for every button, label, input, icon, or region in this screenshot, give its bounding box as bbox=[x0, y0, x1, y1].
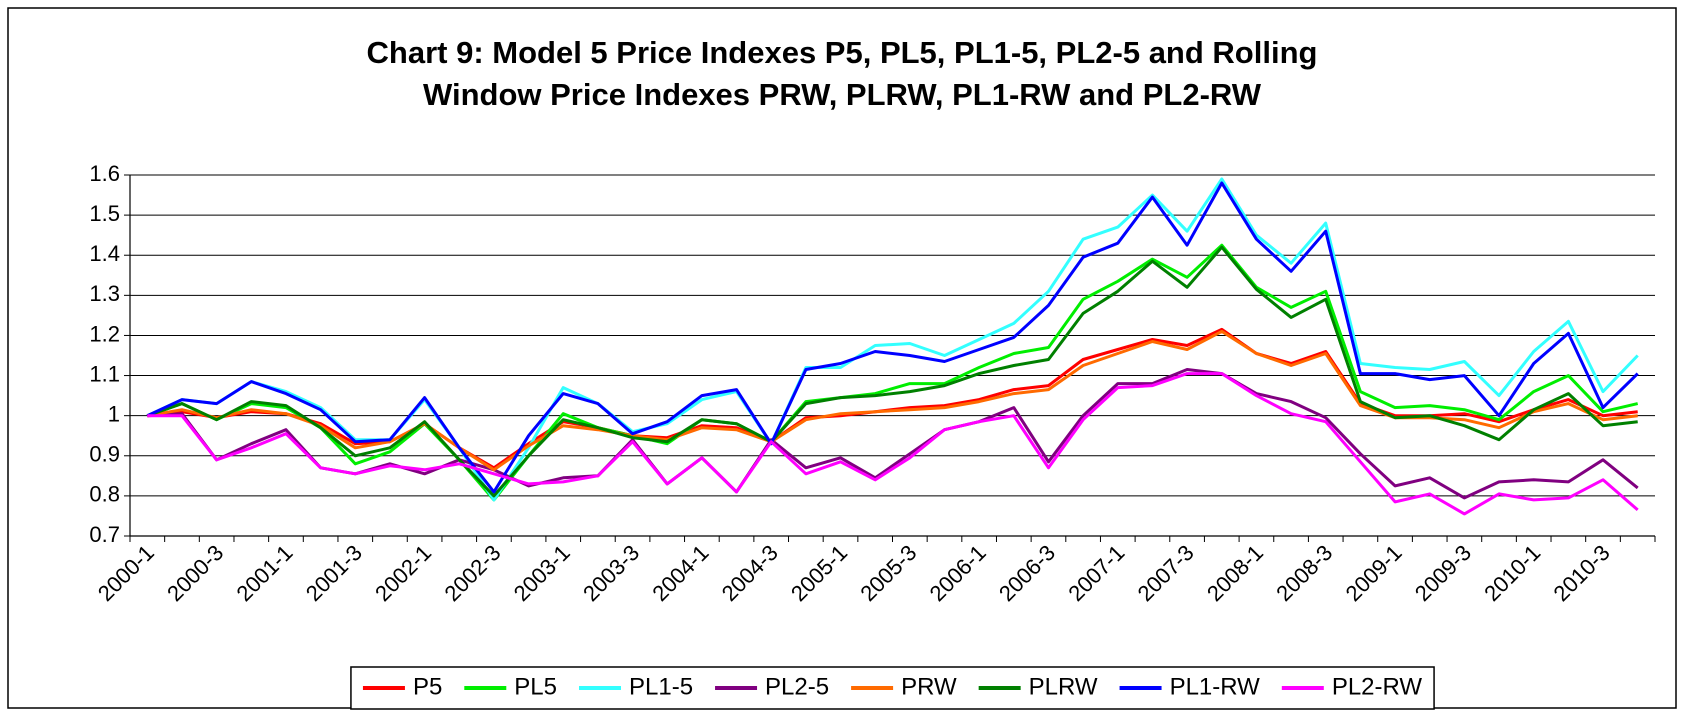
y-tick-label: 1.1 bbox=[89, 361, 120, 386]
series-line bbox=[146, 181, 1639, 494]
legend-label: PL5 bbox=[514, 673, 557, 700]
chart-title: Chart 9: Model 5 Price Indexes P5, PL5, … bbox=[367, 35, 1318, 70]
y-tick-label: 1.3 bbox=[89, 281, 120, 306]
legend-label: PL1-5 bbox=[629, 673, 693, 700]
y-tick-label: 1.6 bbox=[89, 161, 120, 186]
y-tick-label: 1.5 bbox=[89, 201, 120, 226]
series-line bbox=[146, 245, 1638, 498]
chart-border bbox=[7, 7, 1677, 709]
series-line bbox=[147, 372, 1639, 516]
y-tick-label: 1.4 bbox=[89, 241, 120, 266]
legend-label: PRW bbox=[901, 673, 957, 700]
y-tick-label: 0.9 bbox=[89, 442, 120, 467]
legend-label: PL1-RW bbox=[1170, 673, 1261, 700]
y-tick-label: 0.8 bbox=[89, 482, 120, 507]
legend-label: PLRW bbox=[1029, 673, 1098, 700]
series-line bbox=[146, 243, 1639, 502]
chart-title: Window Price Indexes PRW, PLRW, PL1-RW a… bbox=[423, 77, 1262, 112]
y-tick-label: 0.7 bbox=[89, 522, 120, 547]
legend-label: PL2-5 bbox=[765, 673, 829, 700]
legend-label: P5 bbox=[413, 673, 442, 700]
y-tick-label: 1 bbox=[108, 401, 120, 426]
legend-label: PL2-RW bbox=[1332, 673, 1423, 700]
y-tick-label: 1.2 bbox=[89, 321, 120, 346]
legend: P5 PL5 PL1-5 PL2-5 PRW PLRW PL1-RW PL2-RW bbox=[350, 666, 1435, 710]
